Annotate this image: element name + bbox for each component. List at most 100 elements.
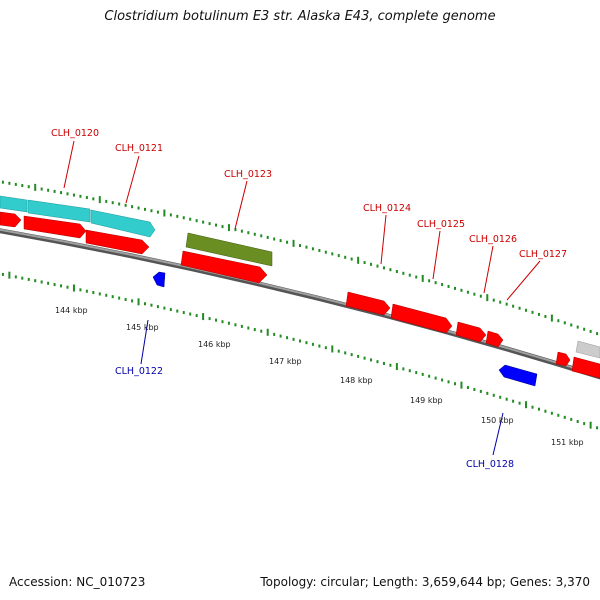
- tick-minor: [350, 257, 353, 261]
- tick-minor: [428, 374, 431, 378]
- cyan-gene-block[interactable]: [0, 195, 156, 238]
- tick-minor: [266, 235, 269, 239]
- tick-minor: [466, 386, 469, 390]
- tick-major: [589, 421, 592, 429]
- gene-labels: CLH_0120 CLH_0121 CLH_0122 CLH_0123 CLH_…: [51, 128, 567, 470]
- tick-minor: [299, 339, 301, 343]
- tick-minor: [505, 302, 508, 306]
- tick-minor: [227, 321, 230, 325]
- tick-minor: [53, 189, 56, 193]
- tick-minor: [324, 250, 327, 254]
- tick-major: [163, 209, 166, 217]
- forward-genes-mid[interactable]: [180, 250, 268, 284]
- tick-minor: [273, 332, 276, 336]
- tick-minor: [557, 413, 560, 417]
- forward-genes-right[interactable]: [345, 291, 600, 379]
- tick-minor: [144, 207, 146, 211]
- tick-minor: [544, 315, 547, 319]
- tick-major: [202, 313, 205, 321]
- tick-minor: [1, 180, 4, 184]
- tick-minor: [441, 378, 444, 382]
- tick-minor: [454, 382, 456, 386]
- tick-minor: [389, 363, 392, 367]
- tick-minor: [85, 289, 88, 293]
- other-gene-right[interactable]: [575, 340, 600, 359]
- tick-major: [72, 284, 75, 292]
- tick-minor: [415, 275, 418, 279]
- reverse-gene-0128[interactable]: [498, 364, 538, 387]
- tick-minor: [331, 252, 334, 256]
- tick-minor: [21, 276, 24, 280]
- tick-minor: [537, 407, 540, 411]
- gene-label: CLH_0127: [519, 249, 567, 260]
- tick-minor: [537, 312, 540, 316]
- gene-label: CLH_0123: [224, 169, 272, 180]
- gene-label: CLH_0126: [469, 234, 517, 245]
- tick-minor: [60, 284, 63, 288]
- tick-minor: [350, 353, 353, 357]
- tick-minor: [337, 349, 340, 353]
- tick-minor: [382, 361, 385, 365]
- tick-minor: [357, 354, 360, 358]
- tick-major: [421, 274, 424, 282]
- tick-minor: [447, 284, 450, 288]
- tick-minor: [118, 202, 121, 206]
- tick-minor: [92, 197, 95, 201]
- genome-backbone: [0, 228, 600, 380]
- tick-minor: [434, 281, 437, 285]
- olive-gene-block[interactable]: [185, 232, 273, 267]
- tick-major: [137, 298, 140, 306]
- tick-minor: [292, 337, 295, 341]
- tick-minor: [518, 306, 521, 310]
- tick-minor: [40, 187, 43, 191]
- tick-minor: [124, 297, 127, 301]
- reverse-gene-0122[interactable]: [152, 271, 166, 288]
- tick-minor: [182, 311, 185, 315]
- tick-minor: [34, 279, 37, 283]
- tick-minor: [144, 302, 146, 306]
- tick-minor: [324, 346, 327, 350]
- tick-minor: [14, 182, 17, 186]
- tick-label: 151 kbp: [551, 438, 584, 447]
- tick-major: [8, 271, 11, 279]
- tick-minor: [512, 304, 515, 308]
- tick-minor: [156, 210, 159, 214]
- tick-minor: [402, 271, 405, 275]
- tick-minor: [208, 222, 211, 226]
- forward-genes-left[interactable]: [0, 211, 150, 255]
- tick-minor: [344, 255, 347, 259]
- tick-minor: [479, 294, 482, 298]
- tick-minor: [557, 319, 560, 323]
- tick-minor: [505, 397, 508, 401]
- tick-minor: [176, 214, 179, 218]
- tick-minor: [105, 199, 108, 203]
- tick-minor: [79, 288, 82, 292]
- tick-minor: [447, 380, 450, 384]
- tick-major: [525, 401, 528, 409]
- tick-minor: [499, 395, 502, 399]
- tick-minor: [318, 248, 321, 252]
- tick-minor: [486, 391, 489, 395]
- tick-minor: [389, 268, 392, 272]
- tick-minor: [131, 299, 134, 303]
- tick-minor: [376, 360, 379, 364]
- tick-label: 145 kbp: [126, 323, 159, 332]
- tick-label: 146 kbp: [198, 340, 231, 349]
- tick-minor: [111, 201, 114, 205]
- tick-minor: [512, 399, 515, 403]
- tick-major: [34, 183, 37, 191]
- tick-minor: [47, 188, 50, 192]
- tick-minor: [240, 324, 243, 328]
- tick-minor: [563, 415, 566, 419]
- tick-minor: [279, 334, 282, 338]
- tick-minor: [27, 185, 30, 189]
- tick-minor: [370, 262, 373, 266]
- tick-minor: [118, 296, 121, 300]
- tick-minor: [1, 272, 4, 276]
- tick-minor: [311, 342, 314, 346]
- tick-label: 149 kbp: [410, 396, 443, 405]
- tick-minor: [189, 312, 192, 316]
- tick-minor: [105, 293, 108, 297]
- tick-label: 147 kbp: [269, 357, 302, 366]
